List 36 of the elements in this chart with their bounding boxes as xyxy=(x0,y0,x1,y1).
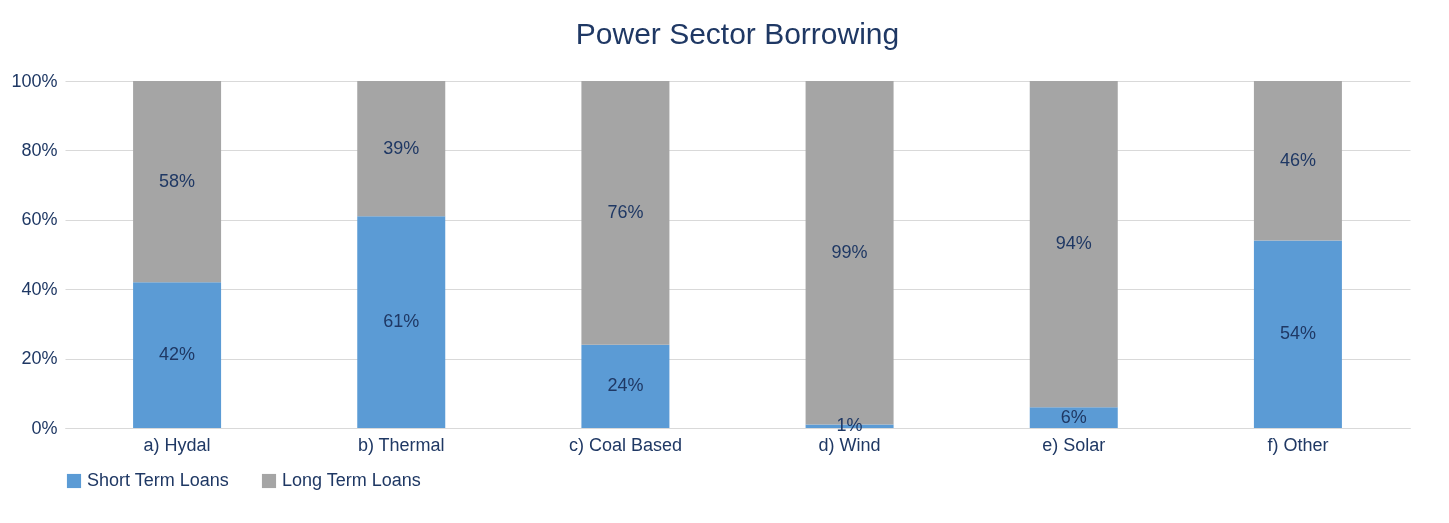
data-label: 94% xyxy=(1055,233,1092,254)
bar xyxy=(133,81,222,283)
legend-label: Short Term Loans xyxy=(87,470,229,490)
data-label: 58% xyxy=(159,170,196,191)
y-tick-label: 0% xyxy=(31,417,58,438)
data-label: 99% xyxy=(831,241,868,262)
data-label: 39% xyxy=(383,137,420,158)
x-tick-label: a) Hydal xyxy=(143,434,211,455)
x-tick-label: e) Solar xyxy=(1042,434,1106,455)
y-tick-label: 40% xyxy=(21,278,58,299)
bar xyxy=(1029,407,1118,428)
data-label: 46% xyxy=(1279,149,1316,170)
data-label: 61% xyxy=(383,311,420,332)
data-label: 24% xyxy=(607,375,644,396)
data-label: 42% xyxy=(159,344,196,365)
bar xyxy=(1253,81,1342,241)
bar xyxy=(357,216,446,428)
x-tick-label: c) Coal Based xyxy=(568,434,682,455)
y-tick-label: 100% xyxy=(11,70,58,91)
y-tick-label: 80% xyxy=(21,139,58,160)
bar xyxy=(1253,240,1342,428)
bar xyxy=(133,282,222,428)
data-label: 76% xyxy=(607,201,644,222)
x-tick-label: f) Other xyxy=(1267,434,1329,455)
x-tick-label: d) Wind xyxy=(818,434,881,455)
bar xyxy=(581,344,670,428)
y-tick-label: 20% xyxy=(21,348,58,369)
bar xyxy=(357,81,446,217)
data-label: 54% xyxy=(1279,323,1316,344)
chart-title: Power Sector Borrowing xyxy=(575,17,900,50)
data-label: 6% xyxy=(1060,406,1087,427)
y-tick-label: 60% xyxy=(21,209,58,230)
legend-label: Long Term Loans xyxy=(282,470,421,490)
bar xyxy=(1029,81,1118,408)
bar xyxy=(581,81,670,345)
x-tick-label: b) Thermal xyxy=(357,434,445,455)
